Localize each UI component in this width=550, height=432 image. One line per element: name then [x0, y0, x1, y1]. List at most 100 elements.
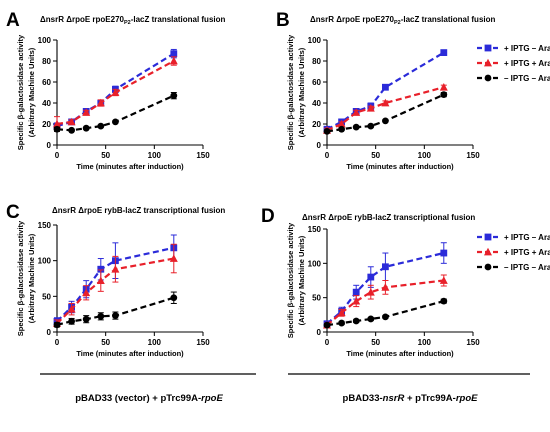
legend: + IPTG – Ara + IPTG + Ara – IPTG – Ara	[477, 44, 550, 83]
footer-right-label: pBAD33-nsrR + pTrc99A-rpoE	[343, 393, 479, 404]
x-tick-label: 0	[55, 151, 60, 160]
data-point	[68, 126, 75, 134]
y-axis-label-units: (Arbitrary Machine Units)	[27, 47, 36, 137]
data-point	[439, 276, 448, 284]
x-tick-label: 100	[418, 151, 432, 160]
series-triangle	[53, 56, 178, 132]
legend-marker	[484, 233, 492, 241]
data-point	[170, 294, 178, 302]
y-tick-label: 0	[317, 141, 322, 150]
panel-title-suffix: -lacZ translational fusion	[131, 15, 226, 24]
x-axis-label: Time (minutes after induction)	[76, 349, 184, 358]
series-line	[56, 246, 175, 323]
y-axis-label: Specific β-galactosidase activity	[16, 220, 25, 336]
data-point	[97, 122, 105, 130]
legend-label: + IPTG + Ara	[504, 248, 550, 257]
x-tick-label: 100	[148, 338, 162, 347]
y-tick-label: 20	[42, 120, 51, 129]
panel-c: C ΔnsrR ΔrpoE rybB-lacZ transcriptional f…	[6, 202, 225, 358]
panel-d: D ΔnsrR ΔrpoE rybB-lacZ transcriptional f…	[261, 206, 550, 358]
data-point	[366, 104, 375, 112]
panel-b: B ΔnsrR ΔrpoE rpoE270P2-lacZ translationa…	[276, 10, 550, 171]
data-point	[97, 312, 105, 320]
panel-letter: A	[6, 10, 20, 31]
series-line	[326, 279, 444, 326]
x-axis-label: Time (minutes after induction)	[76, 162, 184, 171]
y-tick-label: 80	[42, 57, 51, 66]
data-point	[440, 249, 448, 257]
data-point	[352, 288, 360, 296]
panel-title: ΔnsrR ΔrpoE rybB-lacZ transcriptional fu…	[302, 213, 475, 222]
x-tick-label: 0	[325, 338, 330, 347]
data-point	[367, 315, 375, 323]
data-point	[338, 319, 345, 327]
data-point	[337, 308, 346, 317]
data-point	[382, 83, 389, 91]
data-point	[169, 254, 178, 262]
series-triangle	[323, 83, 448, 134]
legend-label: + IPTG – Ara	[504, 233, 550, 242]
series-circle	[53, 291, 178, 329]
data-point	[352, 123, 360, 131]
data-point	[67, 304, 76, 313]
y-tick-label: 60	[42, 78, 51, 87]
y-tick-label: 0	[317, 328, 322, 337]
x-tick-label: 100	[418, 338, 432, 347]
footer: pBAD33 (vector) + pTrc99A-rpoE pBAD33-nsr…	[40, 373, 530, 404]
x-tick-label: 150	[196, 151, 210, 160]
data-point	[337, 119, 346, 128]
x-tick-label: 0	[325, 151, 330, 160]
x-tick-label: 50	[101, 338, 110, 347]
data-point	[112, 312, 119, 319]
data-point	[440, 49, 448, 56]
y-axis-label: Specific β-galactosidase activity	[16, 34, 25, 150]
data-point	[366, 287, 375, 296]
panel-letter: D	[261, 206, 275, 227]
data-point	[169, 56, 178, 65]
legend-label: – IPTG – Ara	[504, 263, 550, 272]
y-axis-label-units: (Arbitrary Machine Units)	[297, 235, 306, 325]
data-point	[82, 124, 90, 132]
y-tick-label: 60	[312, 78, 321, 87]
y-tick-label: 50	[42, 292, 51, 301]
data-point	[96, 98, 105, 107]
legend-marker	[484, 44, 492, 52]
x-tick-label: 150	[466, 151, 480, 160]
series-circle	[323, 297, 448, 329]
legend-marker	[484, 74, 492, 82]
x-tick-label: 100	[148, 151, 162, 160]
x-tick-label: 150	[466, 338, 480, 347]
series-circle	[53, 92, 178, 134]
y-tick-label: 100	[308, 259, 322, 268]
data-point	[381, 98, 390, 107]
x-axis-label: Time (minutes after induction)	[346, 349, 454, 358]
data-point	[352, 108, 361, 116]
panel-title-main: ΔnsrR ΔrpoE rybB-lacZ transcriptional fu…	[52, 206, 225, 215]
y-tick-label: 150	[38, 221, 52, 230]
y-tick-label: 150	[308, 225, 322, 234]
panel-title: ΔnsrR ΔrpoE rpoE270P2-lacZ translational…	[40, 15, 225, 26]
y-tick-label: 0	[47, 141, 52, 150]
legend-label: + IPTG + Ara	[504, 59, 550, 68]
y-tick-label: 40	[312, 99, 321, 108]
data-point	[323, 321, 331, 329]
legend-marker	[484, 58, 492, 67]
data-point	[82, 315, 90, 323]
y-tick-label: 20	[312, 120, 321, 129]
panel-a: A ΔnsrR ΔrpoE rpoE270P2-lacZ translationa…	[6, 10, 225, 171]
x-axis-label: Time (minutes after induction)	[346, 162, 454, 171]
x-tick-label: 0	[55, 338, 60, 347]
y-tick-label: 100	[38, 36, 52, 45]
y-axis-label: Specific β-galactosidase activity	[286, 34, 295, 150]
panel-letter: B	[276, 10, 290, 31]
y-axis-label-units: (Arbitrary Machine Units)	[297, 47, 306, 137]
panel-title-main: ΔnsrR ΔrpoE rpoE270	[310, 15, 395, 24]
data-point	[367, 273, 375, 281]
data-point	[68, 317, 75, 325]
data-point	[439, 83, 448, 91]
data-point	[323, 127, 331, 135]
data-point	[53, 119, 61, 128]
y-tick-label: 50	[312, 294, 321, 303]
x-tick-label: 50	[371, 338, 380, 347]
